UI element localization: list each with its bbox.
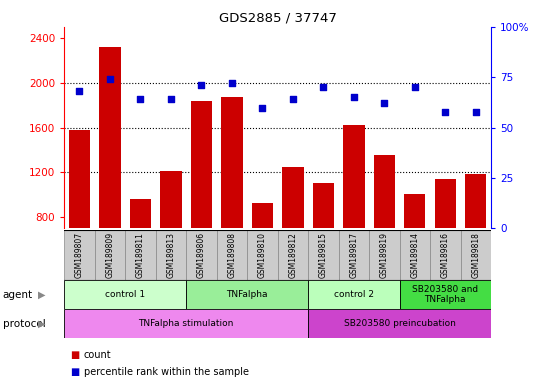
Bar [435, 179, 456, 307]
Bar [404, 194, 426, 307]
Text: GSM189819: GSM189819 [380, 232, 389, 278]
Bar [308, 309, 491, 338]
Bar [156, 230, 186, 280]
Text: TNFalpha: TNFalpha [227, 290, 268, 299]
Point [105, 76, 114, 83]
Bar [278, 230, 308, 280]
Point [75, 88, 84, 94]
Text: GSM189807: GSM189807 [75, 232, 84, 278]
Bar [460, 230, 491, 280]
Bar [343, 126, 364, 307]
Bar [186, 280, 308, 309]
Text: GSM189812: GSM189812 [288, 232, 297, 278]
Bar [312, 182, 334, 307]
Point [441, 109, 450, 115]
Bar [308, 230, 339, 280]
Text: GSM189814: GSM189814 [410, 232, 419, 278]
Text: GSM189815: GSM189815 [319, 232, 328, 278]
Bar [374, 155, 395, 307]
Text: GSM189811: GSM189811 [136, 232, 145, 278]
Text: agent: agent [3, 290, 33, 300]
Bar [125, 230, 156, 280]
Bar [252, 203, 273, 307]
Bar [400, 230, 430, 280]
Text: GSM189808: GSM189808 [227, 232, 237, 278]
Bar [186, 230, 217, 280]
Text: count: count [84, 350, 112, 360]
Text: ■: ■ [70, 367, 79, 377]
Point [380, 101, 389, 107]
Text: percentile rank within the sample: percentile rank within the sample [84, 367, 249, 377]
Point [228, 80, 237, 86]
Point [349, 94, 358, 101]
Text: GSM189810: GSM189810 [258, 232, 267, 278]
Text: control 1: control 1 [105, 290, 145, 299]
Text: GSM189818: GSM189818 [472, 232, 480, 278]
Text: GDS2885 / 37747: GDS2885 / 37747 [219, 12, 336, 25]
Text: SB203580 preincubation: SB203580 preincubation [344, 319, 455, 328]
Bar [369, 230, 400, 280]
Bar [430, 230, 460, 280]
Point [197, 82, 206, 88]
Bar [69, 131, 90, 307]
Bar [282, 167, 304, 307]
Bar [221, 98, 243, 307]
Point [136, 96, 145, 103]
Text: ■: ■ [70, 350, 79, 360]
Bar [99, 47, 121, 307]
Point [472, 109, 480, 115]
Text: protocol: protocol [3, 318, 46, 329]
Bar [217, 230, 247, 280]
Bar [247, 230, 277, 280]
Bar [129, 199, 151, 307]
Bar [191, 101, 212, 307]
Text: SB203580 and
TNFalpha: SB203580 and TNFalpha [412, 285, 478, 305]
Text: ▶: ▶ [38, 318, 46, 329]
Point [410, 84, 419, 91]
Bar [465, 174, 487, 307]
Text: GSM189806: GSM189806 [197, 232, 206, 278]
Text: GSM189813: GSM189813 [166, 232, 175, 278]
Bar [339, 230, 369, 280]
Bar [64, 309, 308, 338]
Bar [95, 230, 125, 280]
Point [258, 104, 267, 111]
Bar [64, 280, 186, 309]
Text: TNFalpha stimulation: TNFalpha stimulation [138, 319, 234, 328]
Point [319, 84, 328, 91]
Text: GSM189809: GSM189809 [105, 232, 114, 278]
Bar [308, 280, 400, 309]
Bar [64, 230, 95, 280]
Bar [400, 280, 491, 309]
Point [166, 96, 175, 103]
Point [288, 96, 297, 103]
Bar [160, 171, 181, 307]
Text: ▶: ▶ [38, 290, 46, 300]
Text: GSM189817: GSM189817 [349, 232, 358, 278]
Text: GSM189816: GSM189816 [441, 232, 450, 278]
Text: control 2: control 2 [334, 290, 374, 299]
